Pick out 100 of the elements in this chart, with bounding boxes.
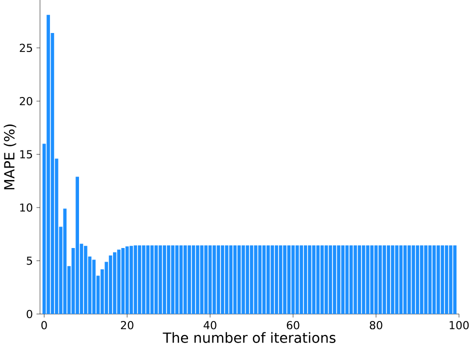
bar <box>117 250 120 314</box>
bar <box>63 208 67 314</box>
bar <box>108 255 112 314</box>
bar <box>162 245 166 314</box>
bar <box>121 248 125 314</box>
y-tick-label: 25 <box>20 44 32 52</box>
bar <box>158 245 162 314</box>
bar <box>412 245 416 314</box>
bar <box>428 245 432 314</box>
bar <box>374 245 378 314</box>
bar <box>254 245 258 314</box>
bar <box>274 245 278 314</box>
bar <box>291 245 295 314</box>
bar <box>283 245 286 314</box>
bar <box>362 245 366 314</box>
bar <box>237 245 241 314</box>
bar <box>184 245 187 314</box>
bar <box>308 245 312 314</box>
bar <box>378 245 382 314</box>
bar <box>358 245 362 314</box>
bar <box>242 245 245 314</box>
bar <box>449 245 452 314</box>
x-axis-title: The number of iterations <box>162 332 336 343</box>
bar <box>216 245 220 314</box>
bar <box>320 245 324 314</box>
bar <box>46 14 50 314</box>
y-tick-label: 5 <box>26 256 32 265</box>
bar <box>233 245 237 314</box>
bar <box>196 245 200 314</box>
bar <box>246 245 250 314</box>
bar <box>366 245 370 314</box>
bar <box>312 245 316 314</box>
bar <box>262 245 266 314</box>
bar <box>436 245 440 314</box>
bar <box>175 245 179 314</box>
bar <box>420 245 424 314</box>
bar <box>146 245 150 314</box>
bar <box>142 245 146 314</box>
bar <box>349 245 353 314</box>
x-tick-label: 40 <box>204 321 216 330</box>
bar <box>258 245 262 314</box>
bar <box>179 245 183 314</box>
y-tick-label: 15 <box>20 150 32 158</box>
bar <box>345 245 349 314</box>
bar <box>225 245 228 314</box>
bar <box>382 245 386 314</box>
bar <box>250 245 254 314</box>
bar <box>125 246 129 314</box>
bar <box>432 245 436 314</box>
bar <box>399 245 403 314</box>
bar <box>440 245 444 314</box>
bar <box>212 245 216 314</box>
bar <box>444 245 448 314</box>
bar <box>130 246 133 314</box>
bar <box>337 245 340 314</box>
x-tick-label: 60 <box>286 321 300 330</box>
bar <box>287 245 291 314</box>
bar <box>370 245 374 314</box>
bar <box>395 245 398 314</box>
y-tick-label: 10 <box>20 203 32 212</box>
bar <box>229 245 232 314</box>
bar <box>84 246 88 314</box>
bar <box>188 245 192 314</box>
x-tick-label: 0 <box>41 321 47 330</box>
bar <box>453 245 457 314</box>
bar <box>408 245 411 314</box>
bar <box>324 245 328 314</box>
bar <box>270 245 274 314</box>
bar <box>171 245 174 314</box>
bar <box>192 245 196 314</box>
bar <box>154 245 158 314</box>
bar <box>390 245 394 314</box>
bar <box>403 245 407 314</box>
bar <box>138 245 142 314</box>
x-tick-label: 80 <box>370 321 382 330</box>
bar <box>332 245 336 314</box>
bar <box>341 245 345 314</box>
bar <box>220 245 224 314</box>
x-tick-label: 20 <box>120 321 134 330</box>
bar <box>416 245 420 314</box>
bar <box>266 245 270 314</box>
y-tick-label: 0 <box>26 310 32 318</box>
bar <box>92 260 96 314</box>
bar <box>134 245 138 314</box>
y-tick-label: 20 <box>20 96 32 106</box>
bar <box>278 245 282 314</box>
x-tick-label: 100 <box>450 321 469 330</box>
bar <box>300 245 304 314</box>
bar <box>166 245 170 314</box>
bar <box>386 245 390 314</box>
bar <box>113 252 116 314</box>
bar <box>204 245 208 314</box>
bar <box>208 245 212 314</box>
bar <box>304 245 308 314</box>
bar <box>328 245 332 314</box>
bar <box>150 245 154 314</box>
bar <box>200 245 204 314</box>
y-axis-title: MAPE (%) <box>4 124 16 190</box>
bar <box>296 245 299 314</box>
bar <box>424 245 428 314</box>
